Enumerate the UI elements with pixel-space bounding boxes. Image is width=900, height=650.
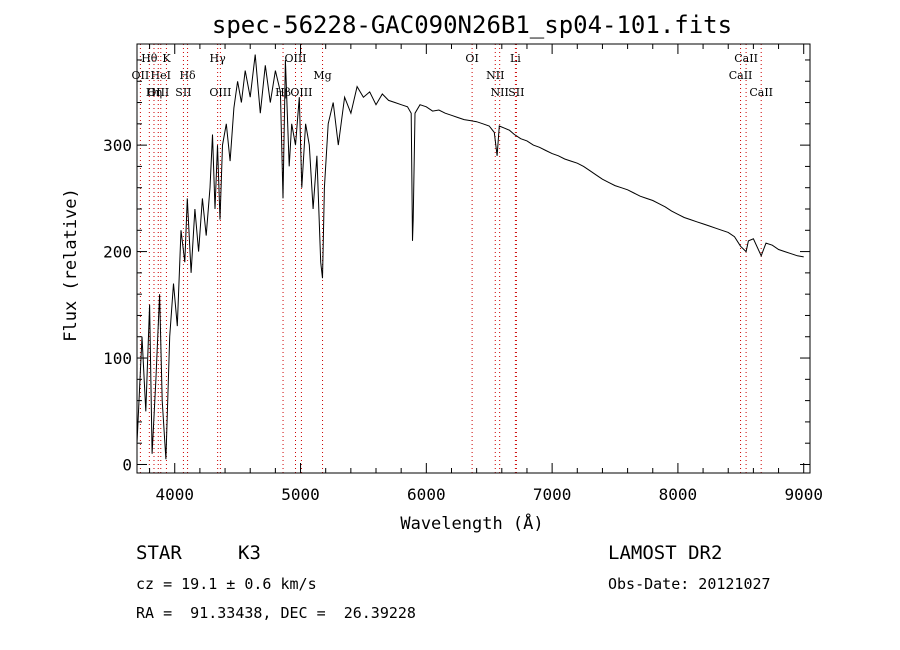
x-axis-label: Wavelength (Å) (400, 512, 543, 534)
spectral-line-label: Hθ (141, 52, 158, 65)
y-tick-label: 0 (122, 455, 132, 474)
spectral-line-label: HeI (151, 69, 171, 82)
x-tick-label: 7000 (533, 485, 572, 504)
spectral-line-label: SII (175, 86, 191, 99)
spectral-line-label: Mg (313, 69, 331, 82)
spectral-line-label: CaII (749, 86, 773, 99)
y-tick-label: 300 (103, 136, 132, 155)
spectral-line-label: NII (486, 69, 504, 82)
spectral-type: K3 (238, 542, 261, 564)
x-tick-label: 8000 (659, 485, 698, 504)
coordinates: RA = 91.33438, DEC = 26.39228 (136, 604, 416, 622)
redshift-velocity: cz = 19.1 ± 0.6 km/s (136, 575, 317, 593)
spectral-line-label: OIII (209, 86, 231, 99)
x-tick-label: 5000 (281, 485, 320, 504)
plot-frame (136, 43, 811, 474)
spectral-line-label: Hη (146, 86, 162, 99)
spectral-line-label: CaII (734, 52, 758, 65)
star-label: STAR (136, 542, 182, 564)
x-tick-label: 9000 (784, 485, 823, 504)
spectral-line-label: Li (510, 52, 521, 65)
y-axis-label: Flux (relative) (61, 188, 81, 342)
survey-name: LAMOST DR2 (608, 542, 723, 564)
spectral-line-label: OIII (290, 86, 312, 99)
spectral-line-label: CaII (729, 69, 753, 82)
spectral-line-label: Hβ (275, 86, 291, 99)
spectral-line-label: OII (132, 69, 150, 82)
observation-date: Obs-Date: 20121027 (608, 575, 771, 593)
spectral-line-label: OI (465, 52, 478, 65)
spectral-line-label: NII (491, 86, 509, 99)
y-tick-label: 200 (103, 243, 132, 262)
spectral-line-label: Hδ (179, 69, 196, 82)
spectral-line-label: K (162, 52, 171, 65)
spectral-line-label: OIII (147, 86, 169, 99)
spectral-line-label: OIII (284, 52, 306, 65)
axis-ticks: 4000 5000 6000 7000 8000 9000 0 100 200 300 (103, 44, 823, 504)
spectrum-chart: spec-56228-GAC090N26B1_sp04-101.fits Hθ K… (61, 11, 823, 534)
spectrum-series-line (136, 54, 804, 460)
spectral-line-label: Hγ (210, 52, 227, 65)
spectral-line-label: SII (508, 86, 524, 99)
y-tick-label: 100 (103, 349, 132, 368)
x-tick-label: 6000 (407, 485, 446, 504)
x-tick-label: 4000 (155, 485, 194, 504)
chart-title: spec-56228-GAC090N26B1_sp04-101.fits (212, 11, 732, 39)
